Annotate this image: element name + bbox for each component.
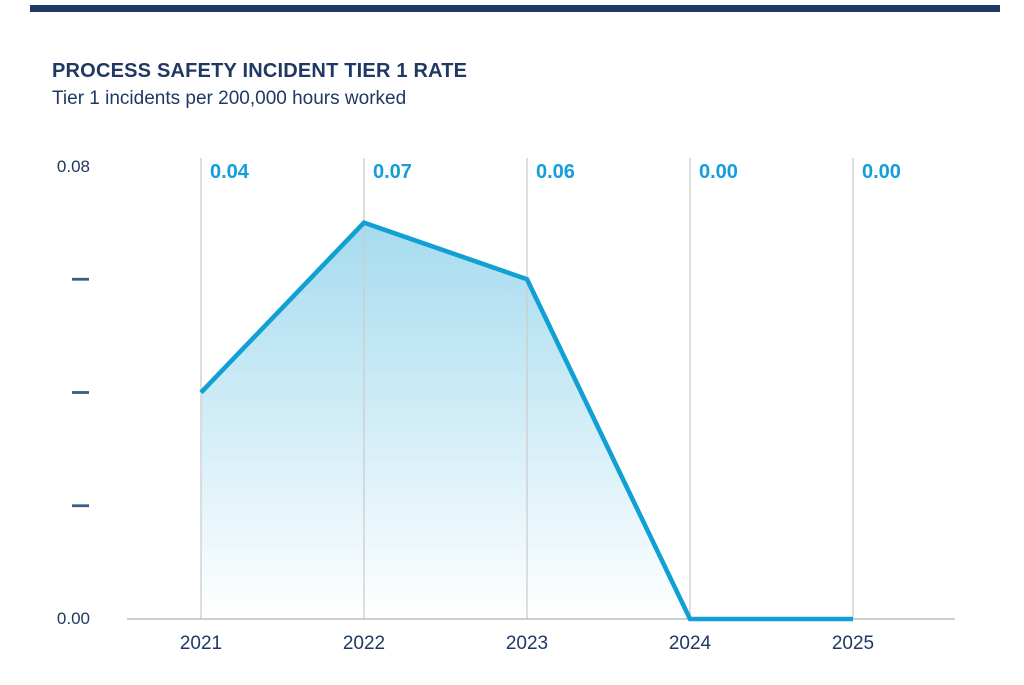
x-axis-label-2022: 2022 [343, 633, 385, 654]
x-axis-label-2024: 2024 [669, 633, 712, 654]
top-accent-bar [30, 5, 1000, 12]
trend-line [199, 219, 853, 622]
chart-title: PROCESS SAFETY INCIDENT TIER 1 RATE [52, 60, 468, 82]
y-axis-tick-dash [72, 277, 89, 281]
y-axis-label-max: 0.08 [57, 157, 90, 176]
data-label-2023: 0.06 [536, 161, 575, 183]
x-axis-label-2023: 2023 [506, 633, 548, 654]
x-axis-label-2021: 2021 [180, 633, 222, 654]
y-axis-label-min: 0.00 [57, 609, 90, 628]
data-label-2025: 0.00 [862, 161, 901, 183]
chart-subtitle: Tier 1 incidents per 200,000 hours worke… [52, 88, 407, 109]
x-axis-label-2025: 2025 [832, 633, 874, 654]
data-label-2022: 0.07 [373, 161, 412, 183]
data-label-2021: 0.04 [210, 161, 250, 183]
y-axis-tick-dash [72, 504, 89, 508]
data-label-2024: 0.00 [699, 161, 738, 183]
y-axis-tick-dash [72, 391, 89, 394]
